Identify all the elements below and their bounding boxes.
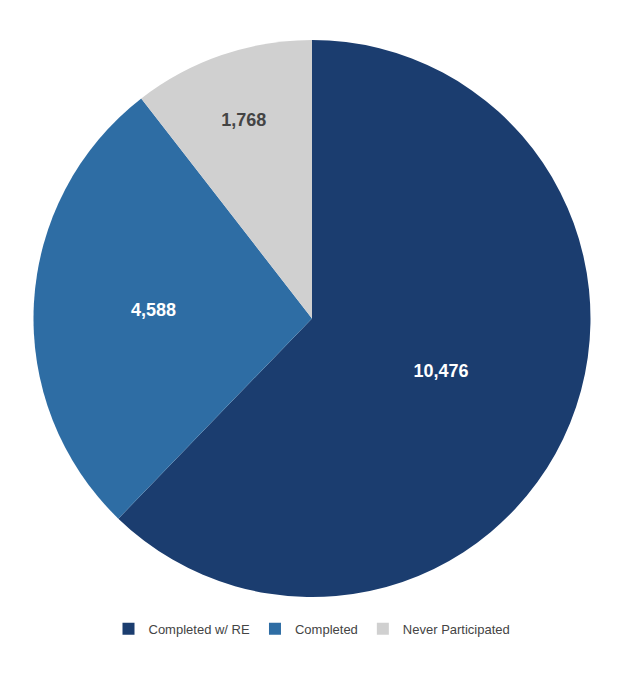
svg-text:10,476: 10,476 — [414, 361, 469, 381]
svg-text:1,768: 1,768 — [221, 110, 266, 130]
svg-text:Completed: Completed — [295, 622, 358, 637]
svg-text:4,588: 4,588 — [131, 300, 176, 320]
svg-text:Completed w/ RE: Completed w/ RE — [149, 622, 250, 637]
svg-text:Never Participated: Never Participated — [403, 622, 510, 637]
